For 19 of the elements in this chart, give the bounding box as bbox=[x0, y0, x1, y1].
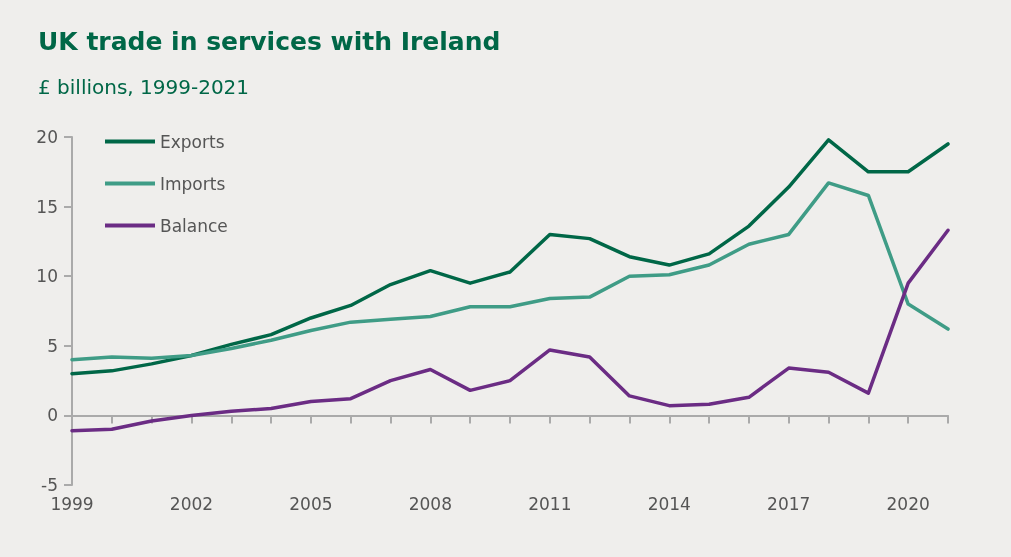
x-tick-label: 2020 bbox=[886, 493, 930, 514]
y-tick-label: 15 bbox=[36, 196, 58, 217]
x-tick-label: 2014 bbox=[647, 493, 691, 514]
legend-label: Balance bbox=[160, 215, 228, 236]
x-tick-label: 1999 bbox=[50, 493, 94, 514]
y-tick-label: -5 bbox=[41, 475, 58, 495]
chart-subtitle: £ billions, 1999-2021 bbox=[38, 75, 250, 99]
x-tick-label: 2008 bbox=[408, 493, 452, 514]
chart-title: UK trade in services with Ireland bbox=[38, 27, 501, 56]
y-tick-label: 10 bbox=[36, 266, 58, 287]
x-tick-label: 2005 bbox=[289, 493, 333, 514]
x-tick-label: 2002 bbox=[169, 493, 214, 514]
y-tick-label: 20 bbox=[36, 127, 58, 147]
y-tick-label: 5 bbox=[47, 335, 58, 356]
x-tick-label: 2017 bbox=[767, 493, 811, 514]
legend-label: Exports bbox=[160, 131, 225, 152]
legend-label: Imports bbox=[160, 173, 226, 194]
x-tick-label: 2011 bbox=[528, 493, 572, 514]
y-tick-label: 0 bbox=[47, 405, 58, 426]
